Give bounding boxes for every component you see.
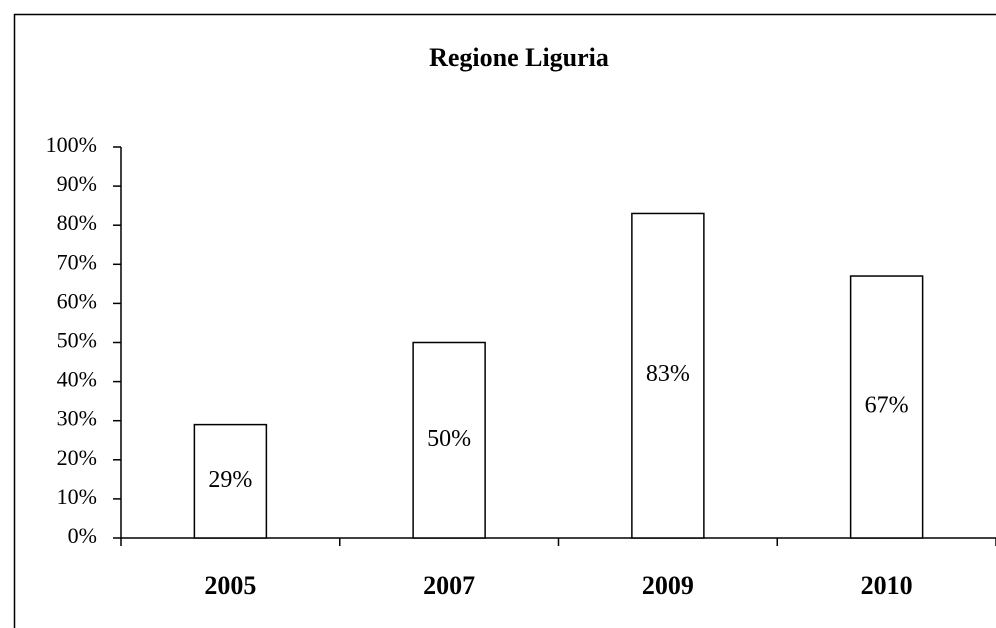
- y-tick-label: 50%: [57, 328, 97, 353]
- x-tick-label: 2009: [642, 571, 694, 600]
- y-tick-label: 90%: [57, 171, 97, 196]
- y-tick-label: 80%: [57, 210, 97, 235]
- bar: [193, 423, 268, 539]
- y-tick-label: 10%: [57, 484, 97, 509]
- y-tick-label: 20%: [57, 445, 97, 470]
- bar: [849, 275, 924, 539]
- value-label: 83%: [646, 361, 690, 387]
- chart-border: [13, 13, 996, 628]
- x-tick-label: 2010: [861, 571, 913, 600]
- y-tick-label: 30%: [57, 406, 97, 431]
- bar: [412, 341, 486, 539]
- y-tick-label: 40%: [57, 367, 97, 392]
- value-label: 67%: [865, 393, 909, 419]
- value-label: 50%: [427, 426, 471, 452]
- y-tick-label: 60%: [57, 288, 97, 313]
- y-tick-label: 0%: [68, 523, 97, 548]
- y-tick-label: 100%: [46, 132, 97, 157]
- x-tick-label: 2007: [423, 571, 475, 600]
- chart-title: Regione Liguria: [429, 43, 609, 72]
- value-label: 29%: [208, 467, 252, 493]
- y-tick-label: 70%: [57, 249, 97, 274]
- bar: [631, 212, 705, 539]
- x-tick-label: 2005: [204, 571, 256, 600]
